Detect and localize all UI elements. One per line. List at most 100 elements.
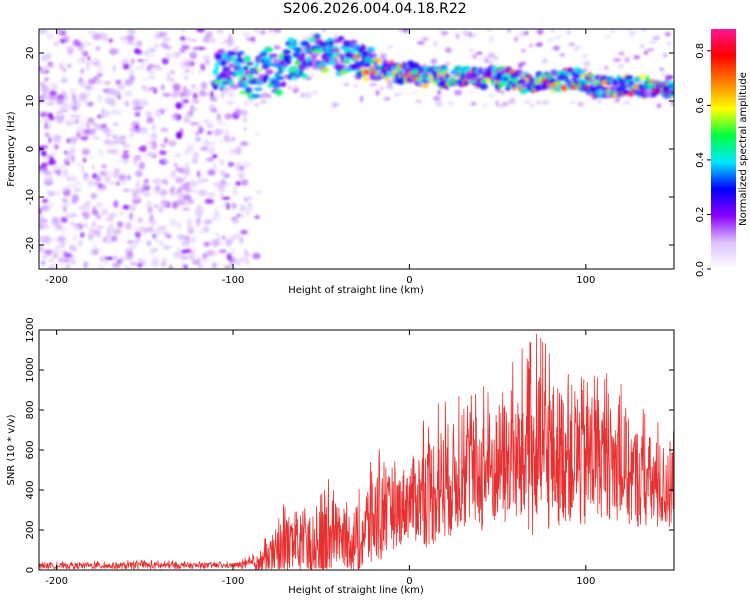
- noise-speckle: [162, 231, 169, 236]
- noise-speckle: [220, 129, 225, 135]
- noise-speckle: [86, 122, 90, 129]
- snr-y-axis-label: SNR (10 * v/v): [6, 414, 17, 485]
- noise-speckle: [237, 145, 243, 149]
- noise-speckle: [72, 40, 82, 47]
- noise-speckle: [117, 83, 126, 91]
- noise-speckle: [51, 263, 57, 269]
- noise-speckle: [219, 96, 225, 100]
- noise-speckle: [47, 95, 57, 101]
- noise-speckle: [80, 232, 85, 238]
- ridge-blob: [229, 83, 239, 90]
- noise-speckle: [40, 204, 50, 212]
- noise-speckle: [134, 231, 142, 238]
- noise-speckle: [124, 265, 131, 269]
- noise-speckle: [78, 240, 83, 247]
- noise-speckle: [217, 181, 225, 189]
- noise-speckle: [184, 113, 193, 120]
- noise-speckle: [149, 69, 156, 76]
- noise-speckle: [523, 99, 532, 105]
- noise-speckle: [127, 174, 131, 181]
- noise-speckle: [112, 262, 121, 268]
- snr-y-tick-label: 400: [25, 480, 36, 499]
- noise-speckle: [63, 251, 68, 255]
- noise-speckle: [305, 76, 312, 80]
- noise-speckle: [168, 142, 177, 146]
- noise-speckle: [167, 244, 173, 248]
- noise-speckle: [60, 78, 69, 84]
- noise-speckle: [64, 150, 68, 156]
- noise-speckle: [502, 102, 509, 106]
- noise-speckle: [199, 89, 206, 97]
- noise-speckle: [210, 239, 214, 246]
- noise-speckle: [44, 132, 50, 137]
- ridge-blob: [349, 40, 358, 45]
- noise-speckle: [101, 183, 107, 191]
- noise-speckle: [106, 170, 114, 178]
- noise-speckle: [52, 134, 62, 143]
- noise-speckle: [225, 238, 233, 246]
- noise-speckle: [215, 242, 224, 246]
- noise-speckle: [198, 263, 203, 269]
- noise-speckle: [167, 53, 175, 58]
- noise-speckle: [66, 63, 72, 68]
- noise-speckle: [621, 100, 629, 105]
- snr-x-tick-label: -200: [45, 576, 68, 587]
- noise-speckle: [46, 249, 54, 253]
- noise-speckle: [359, 95, 364, 103]
- noise-speckle: [123, 101, 129, 105]
- noise-speckle: [75, 137, 80, 141]
- noise-speckle: [191, 236, 197, 244]
- noise-speckle: [237, 169, 246, 178]
- noise-speckle: [487, 52, 496, 59]
- colorbar-tick-label: 0.8: [695, 43, 706, 59]
- noise-speckle: [212, 162, 217, 170]
- ridge-blob: [282, 49, 291, 55]
- snr-x-tick-label: 0: [406, 576, 412, 587]
- noise-speckle: [96, 125, 103, 131]
- noise-speckle: [155, 185, 161, 191]
- noise-speckle: [160, 189, 168, 196]
- noise-speckle: [112, 171, 121, 178]
- noise-speckle: [195, 223, 201, 228]
- noise-speckle: [40, 162, 48, 168]
- noise-speckle: [65, 214, 70, 218]
- ridge-blob: [285, 55, 292, 60]
- noise-speckle: [186, 218, 192, 226]
- noise-speckle: [417, 41, 425, 45]
- noise-speckle: [614, 97, 620, 103]
- noise-speckle: [225, 265, 234, 269]
- noise-speckle: [379, 52, 387, 59]
- noise-speckle: [69, 258, 77, 266]
- spectrogram-y-tick-label: 0: [25, 146, 36, 152]
- noise-speckle: [661, 73, 665, 76]
- ridge-blob: [292, 39, 298, 47]
- noise-speckle: [72, 246, 78, 252]
- noise-speckle: [670, 101, 674, 106]
- noise-speckle: [568, 43, 576, 46]
- noise-speckle: [162, 37, 171, 43]
- noise-speckle: [78, 61, 83, 66]
- noise-speckle: [63, 35, 70, 43]
- noise-speckle: [132, 196, 142, 201]
- noise-speckle: [39, 118, 42, 127]
- spectrogram-x-tick-label: -200: [45, 275, 68, 286]
- noise-speckle: [184, 167, 191, 176]
- noise-speckle: [53, 169, 62, 174]
- noise-speckle: [92, 133, 97, 138]
- noise-speckle: [43, 94, 48, 101]
- noise-speckle: [521, 48, 526, 53]
- noise-speckle: [124, 90, 133, 97]
- noise-speckle: [189, 253, 196, 261]
- noise-speckle: [87, 78, 97, 85]
- noise-speckle: [641, 29, 648, 32]
- noise-speckle: [254, 215, 260, 220]
- noise-speckle: [64, 264, 71, 269]
- noise-speckle: [434, 40, 437, 47]
- noise-speckle: [233, 47, 238, 52]
- noise-speckle: [495, 56, 500, 59]
- noise-speckle: [484, 58, 489, 63]
- noise-speckle: [93, 76, 100, 81]
- spectrogram-y-axis-label: Frequency (Hz): [6, 111, 17, 187]
- snr-series-line: [39, 333, 674, 570]
